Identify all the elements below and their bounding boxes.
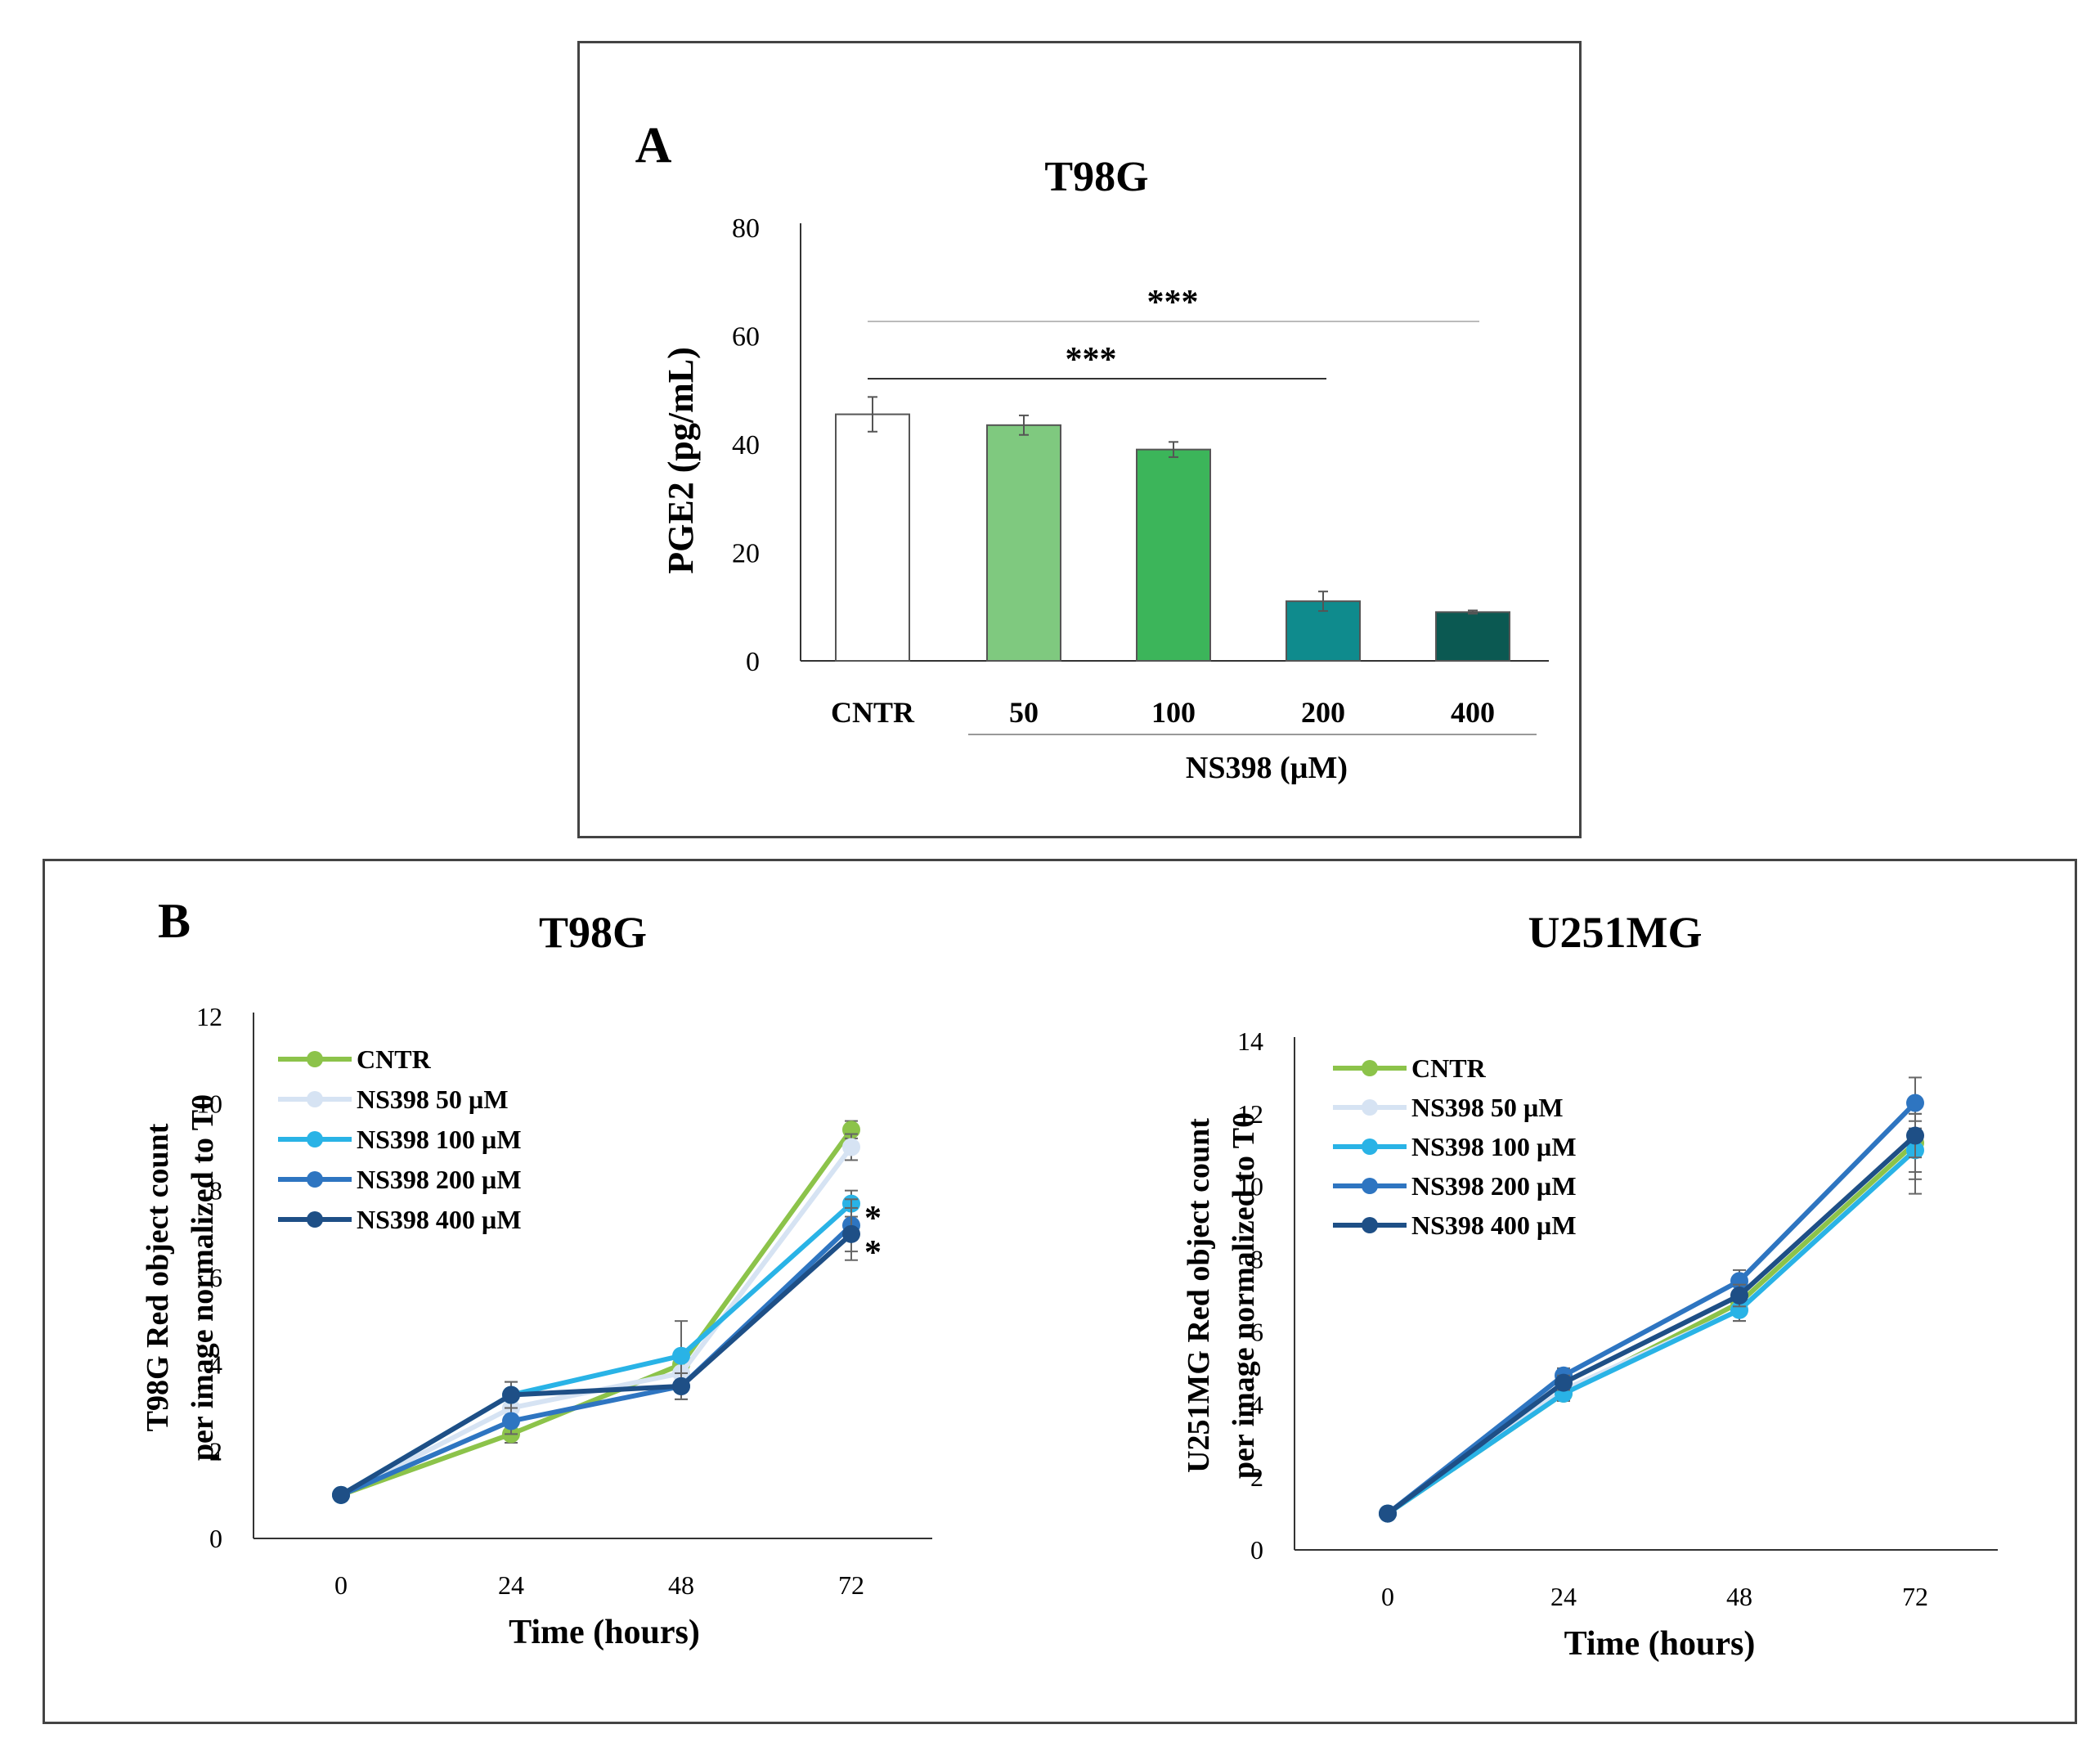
series-line-2 — [1386, 1148, 1918, 1516]
x-tick-label: 50 — [1009, 696, 1039, 729]
x-tick-label: 48 — [668, 1570, 694, 1600]
legend-label: CNTR — [357, 1044, 432, 1074]
y-tick-label: 10 — [196, 1089, 222, 1118]
y-tick-label: 0 — [209, 1524, 222, 1553]
legend-label: NS398 50 µM — [357, 1085, 509, 1114]
y-tick-label: 8 — [209, 1176, 222, 1206]
data-point — [842, 1224, 860, 1243]
series-line-3 — [339, 1224, 854, 1498]
legend-marker — [307, 1051, 323, 1067]
legend-label: NS398 100 µM — [357, 1125, 522, 1154]
y-tick-label: 4 — [1250, 1390, 1263, 1419]
data-point — [1730, 1287, 1748, 1305]
x-tick-label: 24 — [1550, 1582, 1577, 1611]
legend-label: NS398 100 µM — [1411, 1132, 1577, 1161]
panel-letter: A — [635, 118, 672, 173]
x-tick-label: 0 — [1381, 1582, 1394, 1611]
legend-label: NS398 200 µM — [357, 1165, 522, 1194]
bar-cntr — [835, 413, 910, 662]
x-tick-label: 100 — [1151, 696, 1196, 729]
y-axis-label-line2: per image normalized to T0 — [1227, 1112, 1261, 1479]
legend-label: NS398 400 µM — [1411, 1210, 1577, 1240]
data-point — [1906, 1094, 1924, 1112]
data-point — [1379, 1504, 1397, 1523]
x-tick-label: 0 — [334, 1570, 348, 1600]
series-line-1 — [339, 1145, 854, 1498]
x-axis-label: NS398 (µM) — [1186, 751, 1348, 785]
x-tick-label: 24 — [498, 1570, 524, 1600]
panel-b: B T98G 0 2 4 6 8 10 12 0 24 48 72 Time (hours) T98G Re… — [43, 859, 2077, 1724]
y-tick-label: 12 — [196, 1002, 222, 1031]
data-point — [842, 1138, 860, 1156]
chart-title: T98G — [1044, 154, 1148, 200]
data-point — [1906, 1126, 1924, 1145]
series-line-3 — [1386, 1101, 1918, 1516]
x-tick-label: 400 — [1451, 696, 1495, 729]
y-tick-label: 20 — [732, 539, 760, 569]
y-tick-label: 0 — [1250, 1535, 1263, 1565]
x-tick-label: CNTR — [831, 696, 915, 729]
x-tick-label: 200 — [1301, 696, 1345, 729]
y-tick-label: 80 — [732, 213, 760, 244]
bar-100 — [1136, 448, 1211, 662]
y-tick-label: 8 — [1250, 1245, 1263, 1274]
legend-marker — [307, 1171, 323, 1188]
legend-marker — [1362, 1060, 1378, 1076]
y-tick-label: 12 — [1237, 1099, 1263, 1129]
y-tick-label: 2 — [209, 1437, 222, 1466]
data-point — [502, 1385, 520, 1404]
legend-label: NS398 200 µM — [1411, 1171, 1577, 1201]
legend-label: CNTR — [1411, 1053, 1487, 1083]
data-point — [502, 1412, 520, 1430]
bar-chart-a: A T98G 0 20 40 60 80 PGE2 (pg/mL) CNTR 50 100 200 40… — [635, 118, 1549, 785]
series-line-4 — [1386, 1134, 1918, 1516]
significance-stars: *** — [1147, 284, 1199, 321]
data-point — [672, 1376, 690, 1395]
legend-marker — [1362, 1217, 1378, 1233]
y-tick-label: 10 — [1237, 1172, 1263, 1201]
y-tick-label: 6 — [209, 1263, 222, 1292]
significance-stars: *** — [1066, 341, 1117, 379]
y-axis-label: PGE2 (pg/mL) — [661, 347, 701, 573]
legend-marker — [307, 1211, 323, 1228]
legend-marker — [307, 1131, 323, 1147]
y-tick-label: 60 — [732, 322, 760, 353]
y-tick-label: 14 — [1237, 1026, 1263, 1056]
legend-marker — [1362, 1138, 1378, 1155]
y-tick-label: 2 — [1250, 1462, 1263, 1492]
panel-letter: B — [158, 894, 191, 948]
y-axis-label-line1: T98G Red object count — [141, 1123, 175, 1431]
bar-400 — [1435, 611, 1510, 662]
y-tick-label: 6 — [1250, 1317, 1263, 1346]
series-line-0 — [339, 1128, 854, 1498]
y-axis-label-line1: U251MG Red object count — [1182, 1118, 1216, 1473]
chart-title: U251MG — [1528, 908, 1703, 957]
data-point — [1730, 1272, 1748, 1291]
bar-50 — [986, 424, 1061, 662]
data-point — [672, 1346, 690, 1365]
significance-asterisk: * — [864, 1234, 882, 1272]
data-point — [332, 1485, 350, 1504]
x-tick-label: 48 — [1726, 1582, 1752, 1611]
series-line-4 — [339, 1232, 854, 1498]
legend-label: NS398 50 µM — [1411, 1093, 1564, 1122]
y-tick-label: 40 — [732, 430, 760, 460]
y-axis-label-line2: per image normalized to T0 — [186, 1094, 220, 1461]
x-tick-label: 72 — [1902, 1582, 1928, 1611]
legend-marker — [307, 1091, 323, 1107]
x-tick-label: 72 — [838, 1570, 864, 1600]
legend-marker — [1362, 1178, 1378, 1194]
data-point — [1730, 1300, 1748, 1319]
legend-marker — [1362, 1099, 1378, 1116]
y-tick-label: 0 — [746, 647, 760, 677]
panel-a: A T98G 0 20 40 60 80 PGE2 (pg/mL) CNTR 50 100 200 40… — [577, 41, 1582, 838]
x-axis-label: Time (hours) — [509, 1614, 700, 1651]
legend-label: NS398 400 µM — [357, 1205, 522, 1234]
significance-asterisk: * — [864, 1200, 882, 1237]
y-tick-label: 4 — [209, 1350, 222, 1379]
x-axis-label: Time (hours) — [1564, 1625, 1756, 1663]
data-point — [1555, 1373, 1573, 1392]
chart-title: T98G — [539, 908, 647, 957]
